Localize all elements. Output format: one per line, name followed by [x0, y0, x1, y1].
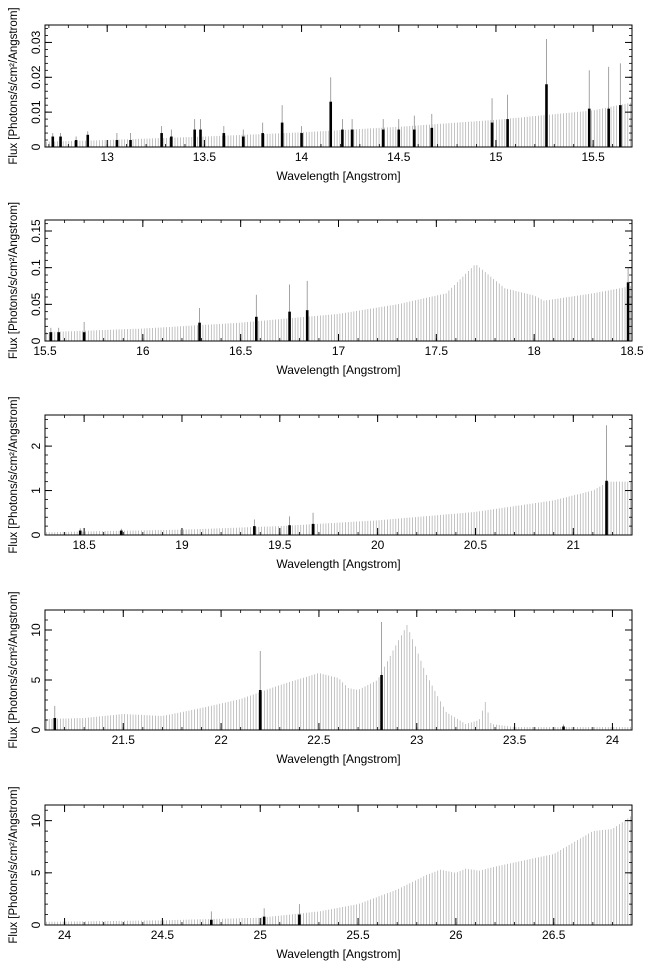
x-tick-label: 20.5 [464, 538, 488, 552]
x-tick-label: 23 [410, 733, 424, 747]
x-axis-label: Wavelength [Angstrom] [276, 557, 400, 571]
x-tick-label: 26.5 [542, 928, 566, 942]
spectrum-panel-1: 13 13.5 14 14.5 15 15.5 0 0.01 0.02 0.03 Wavelengt… [8, 7, 633, 183]
x-tick-label: 24 [606, 733, 620, 747]
y-tick-label: 0 [29, 921, 43, 928]
y-axis-label: Flux [Photons/s/cm²/Angstrom] [8, 786, 20, 943]
y-tick-label: 0.03 [29, 30, 43, 54]
y-tick-label: 0.05 [29, 292, 43, 316]
x-tick-label: 14 [295, 150, 309, 164]
x-tick-label: 26 [449, 928, 463, 942]
y-tick-label: 2 [29, 442, 43, 449]
x-axis-label: Wavelength [Angstrom] [276, 947, 400, 961]
y-tick-label: 5 [29, 676, 43, 683]
y-tick-label: 0.15 [29, 219, 43, 243]
continuum-model-series [46, 265, 631, 341]
y-axis-label: Flux [Photons/s/cm²/Angstrom] [8, 591, 20, 748]
y-tick-label: 0.01 [29, 100, 43, 124]
spectrum-panel-2: 15.5 16 16.5 17 17.5 18 18.5 0 0.05 0.1 0.15 Wavele… [8, 202, 644, 377]
x-tick-label: 16.5 [229, 344, 253, 358]
spectrum-panel-4: 21.5 22 22.5 23 23.5 24 0 5 10 Wavelength [Angstr… [8, 591, 633, 766]
x-axis-label: Wavelength [Angstrom] [276, 363, 400, 377]
x-tick-label: 25 [254, 928, 268, 942]
line-flux-series [53, 622, 565, 730]
x-tick-label: 15.5 [581, 150, 605, 164]
y-tick-label: 0 [29, 726, 43, 733]
line-flux-series [210, 904, 301, 925]
x-tick-label: 19.5 [268, 538, 292, 552]
x-tick-label: 13.5 [193, 150, 217, 164]
x-minor-ticks [48, 25, 633, 147]
continuum-model-series [46, 625, 631, 730]
x-tick-label: 17 [332, 344, 346, 358]
x-axis-label: Wavelength [Angstrom] [276, 169, 400, 183]
x-tick-label: 17.5 [425, 344, 449, 358]
continuum-model-series [46, 481, 631, 535]
x-minor-ticks [44, 610, 633, 730]
y-tick-label: 0 [29, 143, 43, 150]
y-tick-label: 0 [29, 531, 43, 538]
x-tick-label: 14.5 [387, 150, 411, 164]
x-tick-label: 18 [527, 344, 541, 358]
x-tick-label: 18.5 [620, 344, 644, 358]
y-tick-label: 10 [29, 623, 43, 637]
y-tick-label: 5 [29, 869, 43, 876]
y-axis-label: Flux [Photons/s/cm²/Angstrom] [8, 7, 20, 164]
y-axis-label: Flux [Photons/s/cm²/Angstrom] [8, 396, 20, 553]
x-tick-label: 15.5 [33, 344, 57, 358]
plot-frame [44, 609, 633, 731]
x-tick-label: 20 [371, 538, 385, 552]
continuum-model-series [46, 102, 631, 147]
continuum-model-series [46, 816, 631, 925]
line-flux-series [51, 38, 622, 147]
y-tick-label: 0.02 [29, 65, 43, 89]
x-tick-label: 22 [214, 733, 228, 747]
x-tick-label: 24 [58, 928, 72, 942]
x-tick-label: 15 [489, 150, 503, 164]
line-flux-series [78, 425, 608, 535]
y-tick-label: 0 [29, 337, 43, 344]
x-tick-label: 24.5 [151, 928, 175, 942]
x-axis-label: Wavelength [Angstrom] [276, 752, 400, 766]
x-tick-label: 25.5 [346, 928, 370, 942]
x-tick-label: 13 [101, 150, 115, 164]
y-tick-label: 1 [29, 487, 43, 494]
x-tick-label: 21.5 [112, 733, 136, 747]
x-tick-label: 18.5 [72, 538, 96, 552]
spectrum-panel-3: 18.5 19 19.5 20 20.5 21 0 1 2 Wavelength [Angstro… [8, 396, 633, 571]
y-tick-label: 0.1 [29, 259, 43, 276]
line-flux-series [49, 267, 630, 341]
x-tick-label: 16 [136, 344, 150, 358]
x-tick-label: 21 [567, 538, 581, 552]
spectrum-panel-5: 24 24.5 25 25.5 26 26.5 0 5 10 Wavelength [Angstr… [8, 786, 633, 961]
x-tick-label: 22.5 [307, 733, 331, 747]
y-tick-label: 10 [29, 814, 43, 828]
x-tick-label: 23.5 [503, 733, 527, 747]
plot-frame [44, 24, 633, 148]
x-tick-label: 19 [175, 538, 189, 552]
y-axis-label: Flux [Photons/s/cm²/Angstrom] [8, 202, 20, 359]
